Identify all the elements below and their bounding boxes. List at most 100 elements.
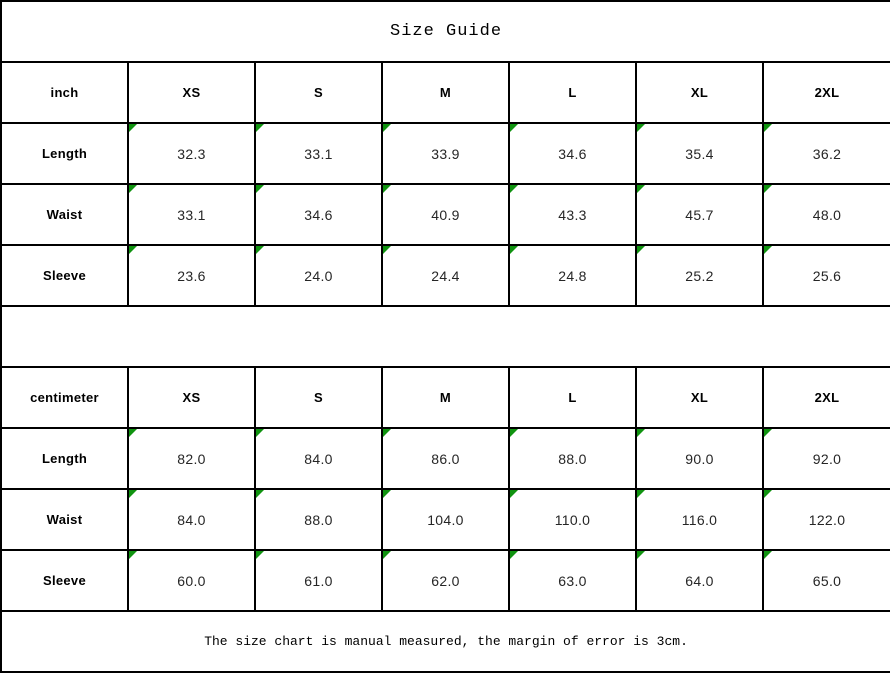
unit-header-centimeter: centimeter (0, 366, 129, 429)
value-text: 32.3 (177, 145, 206, 162)
inch-header-row: inch XS S M L XL 2XL (0, 61, 890, 124)
cell-corner-indicator-icon (765, 247, 772, 254)
size-value-cell: 88.0 (254, 488, 383, 551)
cell-corner-indicator-icon (384, 186, 391, 193)
cell-corner-indicator-icon (765, 125, 772, 132)
size-value-cell: 25.2 (635, 244, 764, 307)
size-header-l: L (508, 366, 637, 429)
cell-corner-indicator-icon (511, 125, 518, 132)
row-label-waist: Waist (0, 183, 129, 246)
size-value-cell: 65.0 (761, 549, 890, 612)
cell-corner-indicator-icon (638, 186, 645, 193)
cell-corner-indicator-icon (130, 247, 137, 254)
cell-corner-indicator-icon (384, 491, 391, 498)
cell-corner-indicator-icon (638, 125, 645, 132)
cell-corner-indicator-icon (511, 430, 518, 437)
inch-waist-row: Waist 33.1 34.6 40.9 43.3 45.7 48.0 (0, 183, 890, 246)
size-header-s: S (254, 61, 383, 124)
value-text: 90.0 (685, 450, 714, 467)
value-text: 84.0 (304, 450, 333, 467)
size-header-xs: XS (127, 61, 256, 124)
size-value-cell: 24.8 (508, 244, 637, 307)
spacer-row (0, 305, 890, 368)
size-value-cell: 88.0 (508, 427, 637, 490)
value-text: 45.7 (685, 206, 714, 223)
cell-corner-indicator-icon (638, 247, 645, 254)
value-text: 24.8 (558, 267, 587, 284)
row-label-sleeve: Sleeve (0, 549, 129, 612)
size-value-cell: 110.0 (508, 488, 637, 551)
size-value-cell: 116.0 (635, 488, 764, 551)
value-text: 60.0 (177, 572, 206, 589)
cell-corner-indicator-icon (257, 247, 264, 254)
size-header-m: M (381, 61, 510, 124)
size-value-cell: 40.9 (381, 183, 510, 246)
value-text: 88.0 (304, 511, 333, 528)
value-text: 33.1 (304, 145, 333, 162)
cell-corner-indicator-icon (130, 552, 137, 559)
cm-header-row: centimeter XS S M L XL 2XL (0, 366, 890, 429)
value-text: 34.6 (558, 145, 587, 162)
value-text: 62.0 (431, 572, 460, 589)
value-text: 34.6 (304, 206, 333, 223)
size-value-cell: 45.7 (635, 183, 764, 246)
title-row: Size Guide (0, 0, 890, 63)
size-value-cell: 33.1 (127, 183, 256, 246)
cell-corner-indicator-icon (257, 430, 264, 437)
value-text: 33.9 (431, 145, 460, 162)
size-value-cell: 24.0 (254, 244, 383, 307)
cell-corner-indicator-icon (130, 125, 137, 132)
cell-corner-indicator-icon (638, 552, 645, 559)
cell-corner-indicator-icon (765, 186, 772, 193)
cell-corner-indicator-icon (257, 552, 264, 559)
cell-corner-indicator-icon (511, 491, 518, 498)
cell-corner-indicator-icon (130, 186, 137, 193)
footer-row: The size chart is manual measured, the m… (0, 610, 890, 673)
row-label-waist: Waist (0, 488, 129, 551)
cell-corner-indicator-icon (384, 125, 391, 132)
size-value-cell: 84.0 (127, 488, 256, 551)
size-value-cell: 104.0 (381, 488, 510, 551)
cell-corner-indicator-icon (638, 430, 645, 437)
size-value-cell: 63.0 (508, 549, 637, 612)
cell-corner-indicator-icon (384, 552, 391, 559)
cell-corner-indicator-icon (765, 491, 772, 498)
unit-header-inch: inch (0, 61, 129, 124)
value-text: 92.0 (812, 450, 842, 467)
size-value-cell: 61.0 (254, 549, 383, 612)
size-value-cell: 90.0 (635, 427, 764, 490)
size-value-cell: 32.3 (127, 122, 256, 185)
value-text: 104.0 (427, 511, 464, 528)
size-value-cell: 86.0 (381, 427, 510, 490)
size-value-cell: 34.6 (508, 122, 637, 185)
inch-sleeve-row: Sleeve 23.6 24.0 24.4 24.8 25.2 25.6 (0, 244, 890, 307)
cell-corner-indicator-icon (130, 430, 137, 437)
cell-corner-indicator-icon (765, 430, 772, 437)
size-value-cell: 92.0 (761, 427, 890, 490)
size-value-cell: 64.0 (635, 549, 764, 612)
value-text: 36.2 (812, 145, 842, 162)
cell-corner-indicator-icon (384, 247, 391, 254)
size-value-cell: 82.0 (127, 427, 256, 490)
cell-corner-indicator-icon (384, 430, 391, 437)
cell-corner-indicator-icon (130, 491, 137, 498)
size-header-m: M (381, 366, 510, 429)
size-value-cell: 25.6 (761, 244, 890, 307)
size-value-cell: 33.9 (381, 122, 510, 185)
size-header-s: S (254, 366, 383, 429)
cell-corner-indicator-icon (257, 186, 264, 193)
row-label-length: Length (0, 427, 129, 490)
value-text: 24.4 (431, 267, 460, 284)
value-text: 35.4 (685, 145, 714, 162)
cm-waist-row: Waist 84.0 88.0 104.0 110.0 116.0 122.0 (0, 488, 890, 551)
cell-corner-indicator-icon (257, 125, 264, 132)
row-label-sleeve: Sleeve (0, 244, 129, 307)
size-header-xl: XL (635, 61, 764, 124)
value-text: 40.9 (431, 206, 460, 223)
value-text: 82.0 (177, 450, 206, 467)
size-header-xl: XL (635, 366, 764, 429)
value-text: 24.0 (304, 267, 333, 284)
size-value-cell: 43.3 (508, 183, 637, 246)
value-text: 48.0 (812, 206, 842, 223)
